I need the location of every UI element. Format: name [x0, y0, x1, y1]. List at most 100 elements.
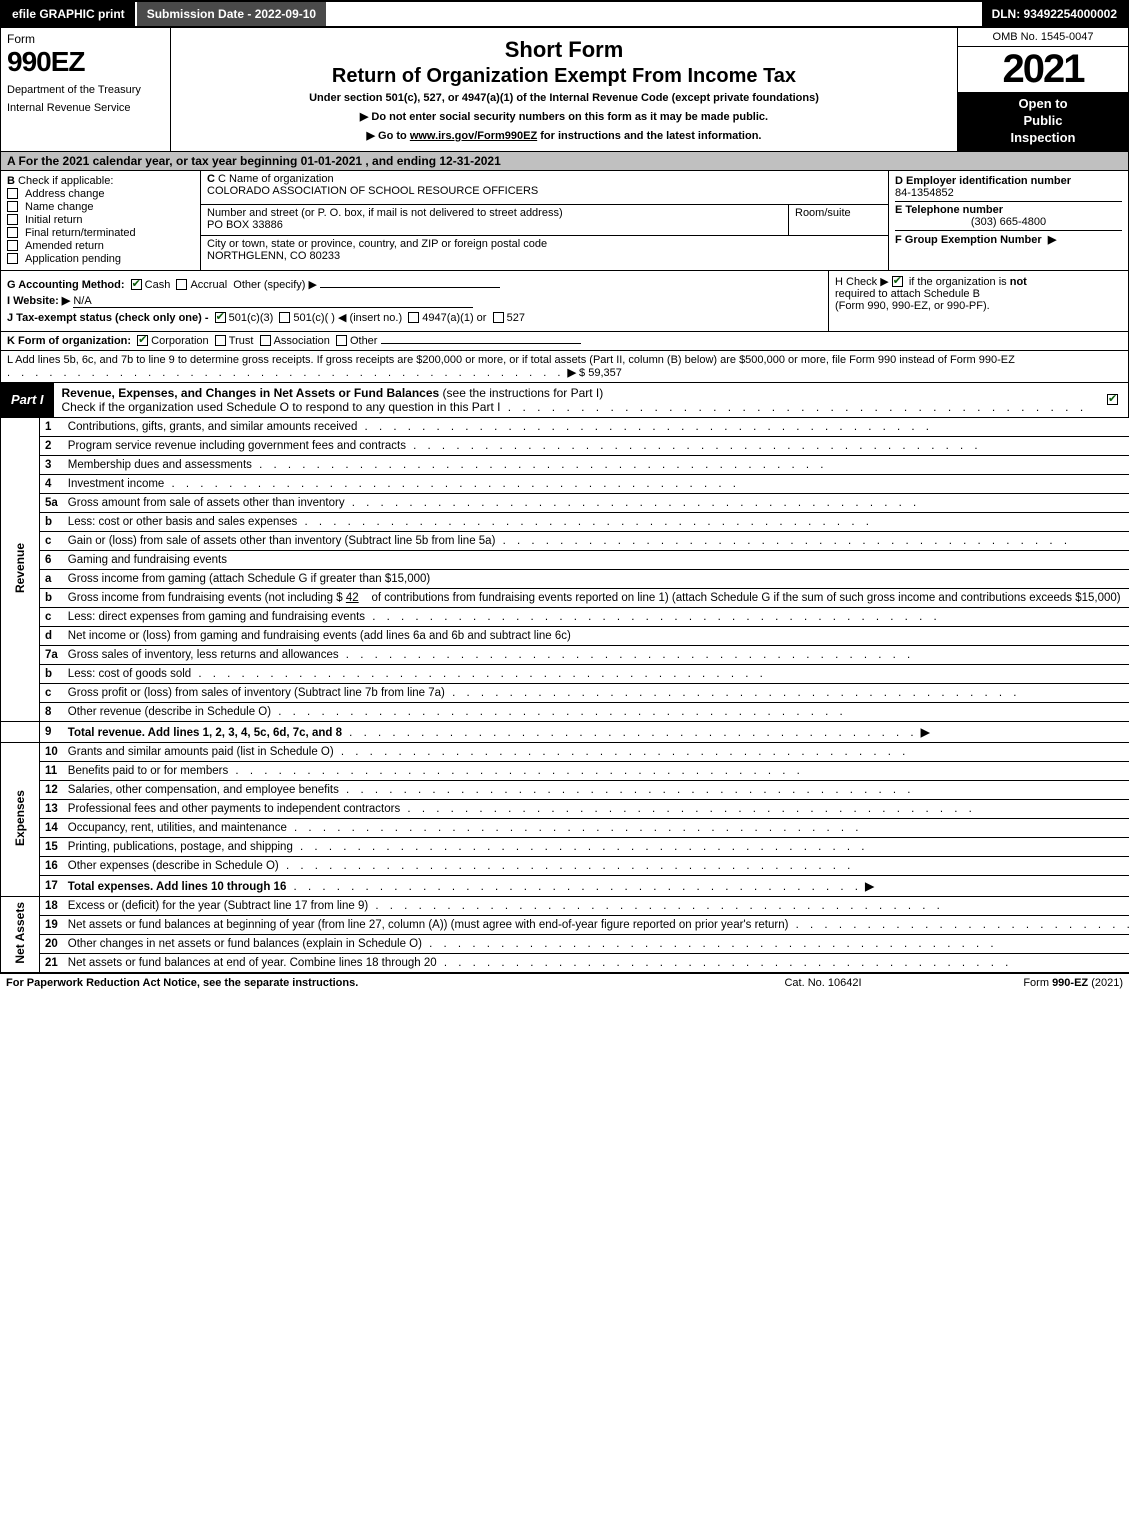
form-word: Form: [7, 32, 164, 46]
b-label: B: [7, 175, 15, 187]
part1-title: Revenue, Expenses, and Changes in Net As…: [54, 383, 1100, 417]
tax-year: 2021: [958, 47, 1128, 92]
title-short-form: Short Form: [179, 37, 949, 63]
section-ghij: G Accounting Method: Cash Accrual Other …: [0, 271, 1129, 332]
line-2: 2 Program service revenue including gove…: [1, 436, 1129, 455]
form-number: 990EZ: [7, 46, 164, 78]
chk-application-pending[interactable]: Application pending: [7, 253, 194, 265]
title-return: Return of Organization Exempt From Incom…: [179, 65, 949, 88]
other-specify-field[interactable]: [320, 287, 500, 288]
line-7b: b Less: cost of goods sold 7b 0: [1, 664, 1129, 683]
cat-no: Cat. No. 10642I: [723, 977, 923, 989]
part1-schedule-o-check[interactable]: [1100, 383, 1128, 417]
line-4: 4 Investment income 4 15: [1, 474, 1129, 493]
checkbox-accrual-icon[interactable]: [176, 279, 187, 290]
org-name: COLORADO ASSOCIATION OF SCHOOL RESOURCE …: [207, 185, 882, 197]
checkbox-icon[interactable]: [7, 201, 18, 212]
line-5b: b Less: cost or other basis and sales ex…: [1, 512, 1129, 531]
website-value: N/A: [73, 295, 473, 308]
org-city: NORTHGLENN, CO 80233: [207, 250, 882, 262]
other-org-field[interactable]: [381, 343, 581, 344]
checkbox-icon[interactable]: [7, 214, 18, 225]
url-note: ▶ Go to www.irs.gov/Form990EZ for instru…: [179, 129, 949, 142]
submission-date: Submission Date - 2022-09-10: [135, 2, 326, 26]
gross-receipts-amount: $ 59,357: [579, 367, 622, 379]
line-l: L Add lines 5b, 6c, and 7b to line 9 to …: [0, 351, 1129, 383]
ssn-note: ▶ Do not enter social security numbers o…: [179, 110, 949, 123]
room-suite-label: Room/suite: [795, 207, 882, 219]
line-9: 9 Total revenue. Add lines 1, 2, 3, 4, 5…: [1, 721, 1129, 742]
part1-header: Part I Revenue, Expenses, and Changes in…: [0, 383, 1129, 418]
line-6d: d Net income or (loss) from gaming and f…: [1, 626, 1129, 645]
omb-number: OMB No. 1545-0047: [958, 28, 1128, 47]
checkbox-icon[interactable]: [7, 188, 18, 199]
g-accounting: G Accounting Method: Cash Accrual Other …: [7, 278, 822, 291]
ein-value: 84-1354852: [895, 187, 1122, 199]
checkbox-icon[interactable]: [7, 227, 18, 238]
phone-value: (303) 665-4800: [895, 216, 1122, 228]
line-6: 6 Gaming and fundraising events: [1, 550, 1129, 569]
dln: DLN: 93492254000002: [982, 2, 1127, 26]
org-address: PO BOX 33886: [207, 219, 782, 231]
spacer: [326, 2, 981, 26]
h-schedule-b: H Check ▶ if the organization is not req…: [828, 271, 1128, 331]
line-7a: 7a Gross sales of inventory, less return…: [1, 645, 1129, 664]
checkbox-other-icon[interactable]: [336, 335, 347, 346]
arrow-icon: ▶: [865, 881, 874, 893]
page-footer: For Paperwork Reduction Act Notice, see …: [0, 973, 1129, 992]
checkbox-icon[interactable]: [7, 253, 18, 264]
checkbox-assoc-icon[interactable]: [260, 335, 271, 346]
j-tax-exempt: J Tax-exempt status (check only one) - 5…: [7, 311, 822, 324]
chk-final-return[interactable]: Final return/terminated: [7, 227, 194, 239]
paperwork-notice: For Paperwork Reduction Act Notice, see …: [6, 977, 723, 989]
checkbox-527-icon[interactable]: [493, 312, 504, 323]
line-15: 15 Printing, publications, postage, and …: [1, 837, 1129, 856]
line-5a: 5a Gross amount from sale of assets othe…: [1, 493, 1129, 512]
checkbox-501c3-icon[interactable]: [215, 312, 226, 323]
d-ein: D Employer identification number 84-1354…: [895, 173, 1122, 202]
line-16: 16 Other expenses (describe in Schedule …: [1, 856, 1129, 875]
header-left: Form 990EZ Department of the Treasury In…: [1, 28, 171, 151]
ghi-left: G Accounting Method: Cash Accrual Other …: [1, 271, 828, 331]
i-website: I Website: ▶ N/A: [7, 294, 822, 308]
line-19: 19 Net assets or fund balances at beginn…: [1, 915, 1129, 934]
open-public-inspection: Open to Public Inspection: [958, 92, 1128, 151]
chk-initial-return[interactable]: Initial return: [7, 214, 194, 226]
line-3: 3 Membership dues and assessments 3 800: [1, 455, 1129, 474]
checkbox-cash-icon[interactable]: [131, 279, 142, 290]
part1-lines-table: Revenue 1 Contributions, gifts, grants, …: [0, 418, 1129, 973]
line-6a: a Gross income from gaming (attach Sched…: [1, 569, 1129, 588]
checkbox-corp-icon[interactable]: [137, 335, 148, 346]
arrow-icon: ▶: [1048, 234, 1056, 246]
line-21: 21 Net assets or fund balances at end of…: [1, 953, 1129, 972]
checkbox-501c-icon[interactable]: [279, 312, 290, 323]
part1-tab: Part I: [1, 383, 54, 417]
checkbox-icon[interactable]: [1107, 394, 1118, 405]
line-17: 17 Total expenses. Add lines 10 through …: [1, 875, 1129, 896]
checkbox-schedb-icon[interactable]: [892, 276, 903, 287]
efile-print-label[interactable]: efile GRAPHIC print: [2, 2, 135, 26]
arrow-icon: ▶: [568, 367, 576, 379]
chk-amended-return[interactable]: Amended return: [7, 240, 194, 252]
e-phone: E Telephone number (303) 665-4800: [895, 202, 1122, 231]
line-6c: c Less: direct expenses from gaming and …: [1, 607, 1129, 626]
line-8: 8 Other revenue (describe in Schedule O)…: [1, 702, 1129, 721]
checkbox-4947-icon[interactable]: [408, 312, 419, 323]
f-group-exemption: F Group Exemption Number ▶: [895, 231, 1122, 268]
irs-label: Internal Revenue Service: [7, 102, 164, 114]
chk-address-change[interactable]: Address change: [7, 188, 194, 200]
netassets-vlabel: Net Assets: [1, 896, 40, 972]
checkbox-trust-icon[interactable]: [215, 335, 226, 346]
line-18: Net Assets 18 Excess or (deficit) for th…: [1, 896, 1129, 915]
form-ref: Form 990-EZ (2021): [923, 977, 1123, 989]
revenue-vlabel: Revenue: [1, 418, 40, 722]
irs-url[interactable]: www.irs.gov/Form990EZ: [410, 130, 537, 142]
expenses-vlabel: Expenses: [1, 742, 40, 896]
line-7c: c Gross profit or (loss) from sales of i…: [1, 683, 1129, 702]
checkbox-icon[interactable]: [7, 240, 18, 251]
c-city-cell: City or town, state or province, country…: [201, 236, 888, 270]
chk-name-change[interactable]: Name change: [7, 201, 194, 213]
col-def: D Employer identification number 84-1354…: [888, 171, 1128, 270]
contrib-amount: 42: [346, 592, 359, 604]
c-name-cell: C C Name of organization COLORADO ASSOCI…: [201, 171, 888, 206]
